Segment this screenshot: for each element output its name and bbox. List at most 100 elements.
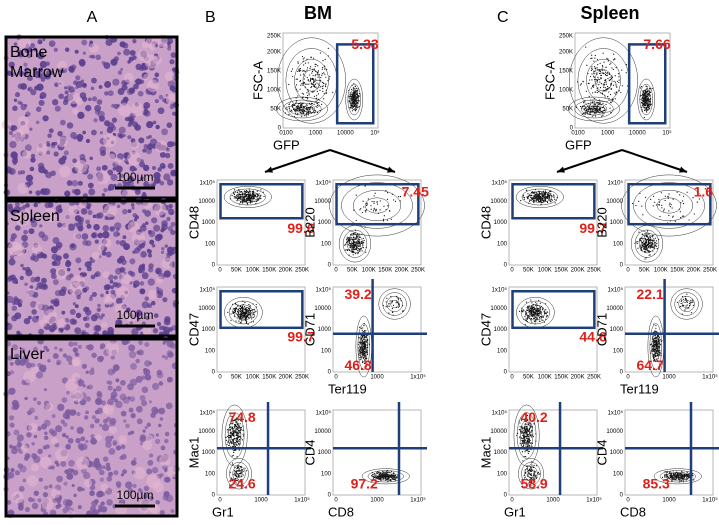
- event-dot: [231, 418, 234, 420]
- event-dot: [310, 56, 312, 58]
- cell-nucleus: [156, 233, 163, 240]
- cell-nucleus: [76, 412, 81, 417]
- event-dot: [252, 193, 254, 196]
- cell-nucleus: [13, 297, 21, 305]
- event-dot: [352, 87, 355, 89]
- event-dot: [238, 433, 240, 435]
- arrow-head: [265, 166, 273, 173]
- event-dot: [235, 320, 237, 322]
- cell-nucleus: [53, 298, 60, 305]
- event-dot: [604, 87, 606, 89]
- event-dot: [378, 477, 380, 480]
- event-dot: [257, 194, 259, 196]
- event-dot: [658, 204, 660, 206]
- cell-nucleus: [17, 83, 24, 90]
- event-dot: [248, 307, 250, 310]
- event-dot: [646, 234, 648, 236]
- event-dot: [347, 240, 349, 242]
- cell-nucleus: [40, 188, 48, 195]
- event-dot: [236, 434, 238, 437]
- cell-nucleus: [116, 232, 121, 236]
- cell-nucleus: [110, 285, 114, 290]
- cell-nucleus: [152, 328, 159, 334]
- event-dot: [641, 246, 643, 248]
- cytoplasm: [130, 102, 145, 117]
- event-dot: [241, 305, 244, 307]
- event-dot: [586, 105, 588, 108]
- event-dot: [580, 83, 582, 85]
- cytoplasm: [57, 80, 64, 87]
- event-dot: [311, 106, 313, 109]
- event-dot: [611, 76, 614, 78]
- cell-nucleus: [135, 78, 142, 85]
- y-axis-label: FSC-A: [542, 61, 557, 100]
- cytoplasm: [96, 170, 110, 185]
- cell-nucleus: [158, 423, 162, 428]
- event-dot: [529, 194, 531, 196]
- cell-nucleus: [138, 488, 142, 492]
- event-dot: [359, 238, 361, 241]
- cell-nucleus: [113, 275, 118, 280]
- cell-nucleus: [96, 99, 103, 105]
- cell-nucleus: [130, 203, 135, 207]
- cell-nucleus: [38, 40, 43, 45]
- event-dot: [363, 206, 365, 208]
- cell-nucleus: [80, 79, 85, 84]
- scale-label: 100µm: [117, 170, 154, 184]
- event-dot: [541, 309, 544, 311]
- event-dot: [586, 110, 588, 112]
- x-tick-label: 100K: [654, 268, 668, 274]
- cell-nucleus: [35, 190, 41, 196]
- event-dot: [250, 195, 252, 197]
- contour: [637, 78, 656, 121]
- y-tick-label: 100: [321, 348, 332, 354]
- event-dot: [614, 75, 616, 77]
- cell-nucleus: [155, 500, 160, 505]
- cell-nucleus: [149, 453, 154, 458]
- cell-nucleus: [20, 263, 24, 268]
- cell-nucleus: [31, 442, 35, 446]
- cell-nucleus: [129, 271, 136, 277]
- event-dot: [352, 106, 354, 109]
- event-dot: [540, 313, 542, 315]
- cell-nucleus: [44, 431, 48, 436]
- event-dot: [605, 89, 607, 91]
- cell-nucleus: [160, 445, 166, 451]
- event-dot: [381, 473, 383, 475]
- contour: [329, 174, 425, 237]
- y-axis-label: B220: [594, 207, 609, 237]
- y-tick-label: 1x10⁵: [200, 410, 216, 417]
- event-dot: [237, 418, 239, 420]
- cell-nucleus: [136, 309, 141, 314]
- cell-nucleus: [43, 345, 48, 350]
- cell-nucleus: [142, 148, 147, 153]
- cell-nucleus: [35, 120, 40, 125]
- event-dot: [349, 237, 351, 239]
- event-dot: [237, 194, 240, 196]
- event-dot: [398, 196, 400, 198]
- cell-nucleus: [128, 56, 134, 62]
- contour: [379, 474, 392, 479]
- cell-nucleus: [154, 72, 160, 78]
- event-dot: [607, 77, 609, 80]
- event-dot: [652, 240, 654, 242]
- event-dot: [307, 80, 309, 82]
- event-dot: [649, 239, 651, 241]
- event-dot: [250, 314, 252, 316]
- y-tick-label: 0: [212, 263, 216, 269]
- event-dot: [648, 98, 650, 100]
- event-dot: [375, 210, 377, 212]
- event-dot: [596, 81, 599, 83]
- cell-nucleus: [157, 107, 165, 115]
- event-dot: [664, 199, 666, 202]
- event-dot: [647, 109, 649, 111]
- x-tick-label: 0: [626, 268, 630, 274]
- event-dot: [618, 81, 620, 84]
- event-dot: [641, 105, 643, 107]
- event-dot: [668, 214, 670, 217]
- event-dot: [386, 297, 388, 299]
- event-dot: [298, 69, 300, 71]
- cell-nucleus: [12, 161, 17, 166]
- event-dot: [240, 305, 242, 307]
- event-dot: [348, 241, 350, 243]
